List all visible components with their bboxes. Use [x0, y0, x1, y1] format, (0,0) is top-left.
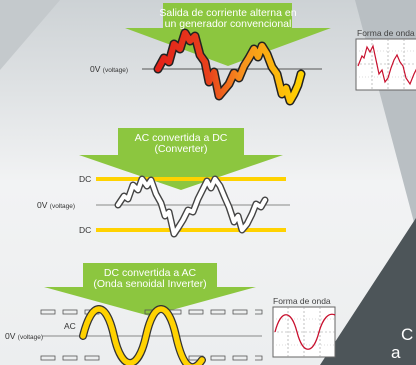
oscilloscope-generator [355, 38, 416, 91]
banner-text-inverter: DC convertida a AC (Onda senoidal Invert… [78, 267, 222, 291]
banner-generator-line2: un generador convencional [164, 18, 292, 31]
axis-label-converter: 0V (voltage) [37, 201, 75, 211]
axis-label-converter-value: 0V [37, 200, 48, 210]
axis-label-inverter-value: 0V [5, 331, 16, 341]
waveform-title-inverter: Forma de onda [273, 296, 331, 306]
rectified-wave-inner [115, 176, 268, 237]
dc-top-label: DC [79, 174, 92, 184]
dark-corner-panel [320, 218, 416, 365]
ac-label: AC [64, 321, 76, 331]
corner-text-line2: a [391, 343, 401, 362]
banner-converter-line2: (Converter) [154, 143, 208, 156]
corner-text-line1: C [401, 325, 414, 344]
axis-label-inverter-unit: (voltage) [17, 334, 44, 341]
distorted-ac-wave-fill [155, 30, 304, 104]
axis-label-generator-value: 0V [90, 64, 101, 74]
section-generator [125, 3, 416, 106]
banner-arrow-inverter [44, 263, 256, 316]
sine-wave [80, 306, 205, 365]
background-left-panel [0, 0, 60, 70]
banner-text-converter: AC convertida a DC (Converter) [112, 132, 250, 156]
axis-label-generator: 0V (voltage) [90, 65, 128, 75]
banner-inverter-line2: (Onda senoidal Inverter) [93, 278, 207, 291]
oscilloscope-inverter [272, 306, 336, 358]
section-converter [79, 128, 290, 238]
banner-generator-line1: Salida de corriente alterna en [159, 7, 297, 19]
banner-arrow-converter [79, 128, 283, 190]
axis-label-converter-unit: (voltage) [49, 203, 76, 210]
dc-bottom-label: DC [79, 225, 92, 235]
axis-label-generator-unit: (voltage) [102, 67, 129, 74]
banner-text-generator: Salida de corriente alterna en un genera… [155, 7, 301, 31]
dc-dashed-rail-bottom [40, 355, 263, 361]
banner-converter-line1: AC convertida a DC [134, 132, 228, 144]
section-inverter [40, 263, 336, 365]
banner-arrow-generator [125, 3, 331, 66]
banner-inverter-line1: DC convertida a AC [103, 267, 197, 279]
waveform-title-generator: Forma de onda [357, 28, 415, 38]
axis-label-inverter: 0V (voltage) [5, 332, 43, 342]
